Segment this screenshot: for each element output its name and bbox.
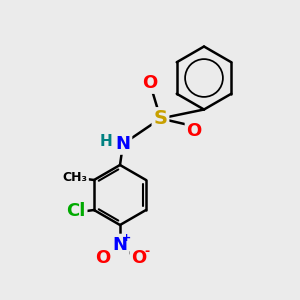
Text: +: + xyxy=(122,233,131,243)
Text: -: - xyxy=(144,245,150,258)
Text: O: O xyxy=(131,249,146,267)
Text: Cl: Cl xyxy=(66,202,86,220)
Text: H: H xyxy=(99,134,112,148)
Text: O: O xyxy=(95,249,110,267)
Text: N: N xyxy=(116,135,130,153)
Text: O: O xyxy=(142,74,158,92)
Text: O: O xyxy=(187,122,202,140)
Text: CH₃: CH₃ xyxy=(63,171,88,184)
Text: S: S xyxy=(154,109,167,128)
Text: N: N xyxy=(112,236,128,253)
